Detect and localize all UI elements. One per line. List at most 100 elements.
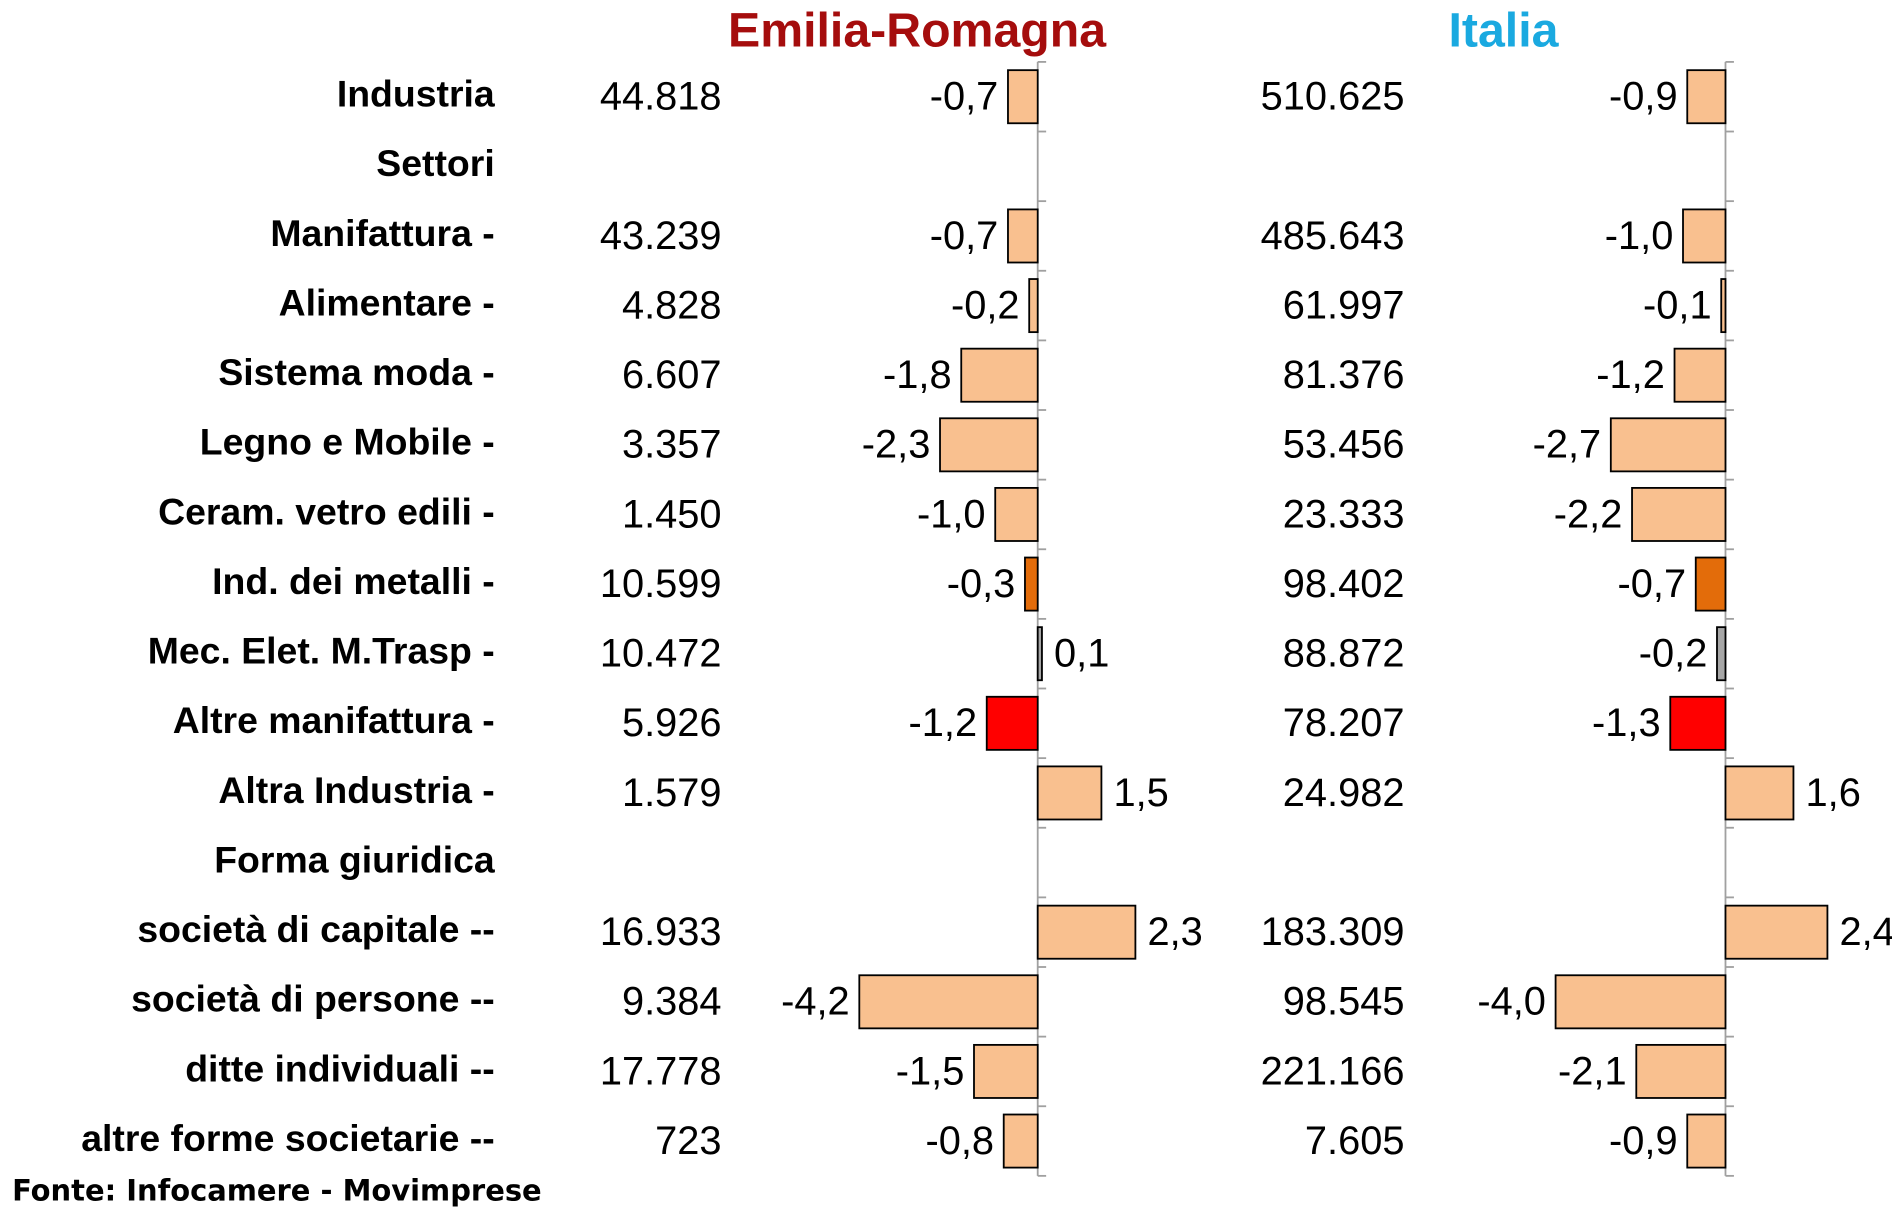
bar [1609,417,1727,473]
bar-value-label: -0,8 [925,1119,994,1163]
count-cell: 88.872 [1283,632,1405,676]
bar [994,486,1039,542]
bar [1024,556,1039,612]
row-label: Altra Industria - [218,769,494,811]
row-label: Altre manifattura - [173,699,495,741]
bar [1724,904,1829,960]
bar-value-label: -4,0 [1477,980,1546,1024]
bar [939,417,1039,473]
bar-value-label: -1,0 [1605,214,1674,258]
bar-value-label: 2,4 [1839,910,1892,954]
count-cell: 485.643 [1261,214,1405,258]
bar-value-label: -0,7 [930,214,999,258]
bar [1002,1113,1039,1169]
count-cell: 4.828 [622,284,722,328]
count-cell: 5.926 [622,701,722,745]
count-cell: 81.376 [1283,353,1405,397]
bar-value-label: -0,2 [1639,632,1708,676]
row-label: Industria [337,73,496,115]
bar-value-label: -1,5 [896,1049,965,1093]
source-note: Fonte: Infocamere - Movimprese [12,1173,542,1207]
count-cell: 23.333 [1283,492,1405,536]
row-label: altre forme societarie -- [81,1117,495,1159]
count-cell: 1.579 [622,771,722,815]
bar-value-label: -2,1 [1558,1049,1627,1093]
bar [1036,904,1137,960]
bar-value-label: 0,1 [1054,632,1109,676]
bar [1554,974,1727,1030]
count-cell: 53.456 [1283,423,1405,467]
row-label: Alimentare - [279,281,495,323]
bar-value-label: -2,7 [1533,423,1602,467]
count-cell: 7.605 [1305,1119,1405,1163]
count-cell: 98.402 [1283,562,1405,606]
bar-value-label: -2,3 [862,423,931,467]
bar [1686,1113,1727,1169]
count-cell: 10.472 [600,632,722,676]
bar [1694,556,1727,612]
panel-title: Italia [1448,4,1559,58]
bar [1724,765,1795,821]
count-cell: 510.625 [1261,75,1405,119]
row-label: Ind. dei metalli - [212,560,495,602]
row-label: società di persone -- [131,978,495,1020]
bar [1716,626,1727,682]
row-label: Settori [376,142,494,184]
row-label: Forma giuridica [214,838,496,880]
bar-value-label: -0,2 [951,284,1020,328]
count-cell: 1.450 [622,492,722,536]
bar-value-label: -0,7 [930,75,999,119]
bar [1036,765,1103,821]
row-label: Ceram. vetro edili - [158,490,495,532]
count-cell: 17.778 [600,1049,722,1093]
bar [1686,69,1727,125]
count-cell: 78.207 [1283,701,1405,745]
bar-value-label: -1,2 [909,701,978,745]
row-label: ditte individuali -- [185,1047,495,1089]
bar-value-label: -4,2 [781,980,850,1024]
count-cell: 221.166 [1261,1049,1405,1093]
count-cell: 43.239 [600,214,722,258]
count-cell: 10.599 [600,562,722,606]
bar [1669,695,1727,751]
count-cell: 24.982 [1283,771,1405,815]
bar [1028,278,1039,334]
bar-value-label: -0,1 [1643,284,1712,328]
bar-value-label: -1,0 [917,492,986,536]
bar-value-label: 1,6 [1806,771,1861,815]
bar-value-label: -0,9 [1609,75,1678,119]
bar [858,974,1039,1030]
bar [1720,278,1727,334]
bar [960,347,1039,403]
bar [1631,486,1727,542]
bar [1673,347,1727,403]
count-cell: 16.933 [600,910,722,954]
bar-value-label: -0,3 [947,562,1016,606]
count-cell: 723 [655,1119,721,1163]
count-cell: 98.545 [1283,980,1405,1024]
bar [1007,69,1039,125]
row-label: Manifattura - [270,212,494,254]
bar-value-label: -0,7 [1618,562,1687,606]
count-cell: 3.357 [622,423,722,467]
bar-value-label: -2,2 [1554,492,1623,536]
bar [1007,208,1039,264]
bar-value-label: -1,3 [1592,701,1661,745]
row-label: società di capitale -- [137,908,494,950]
count-cell: 183.309 [1261,910,1405,954]
row-label: Legno e Mobile - [200,421,495,463]
bar [985,695,1039,751]
bar [1682,208,1727,264]
bar-value-label: -0,9 [1609,1119,1678,1163]
panel-title: Emilia-Romagna [728,4,1107,58]
bar [1635,1043,1727,1099]
count-cell: 61.997 [1283,284,1405,328]
bar-value-label: -1,2 [1596,353,1665,397]
bar-value-label: 2,3 [1147,910,1202,954]
bar [973,1043,1039,1099]
count-cell: 9.384 [622,980,722,1024]
bar-value-label: -1,8 [883,353,952,397]
bar [1036,626,1043,682]
